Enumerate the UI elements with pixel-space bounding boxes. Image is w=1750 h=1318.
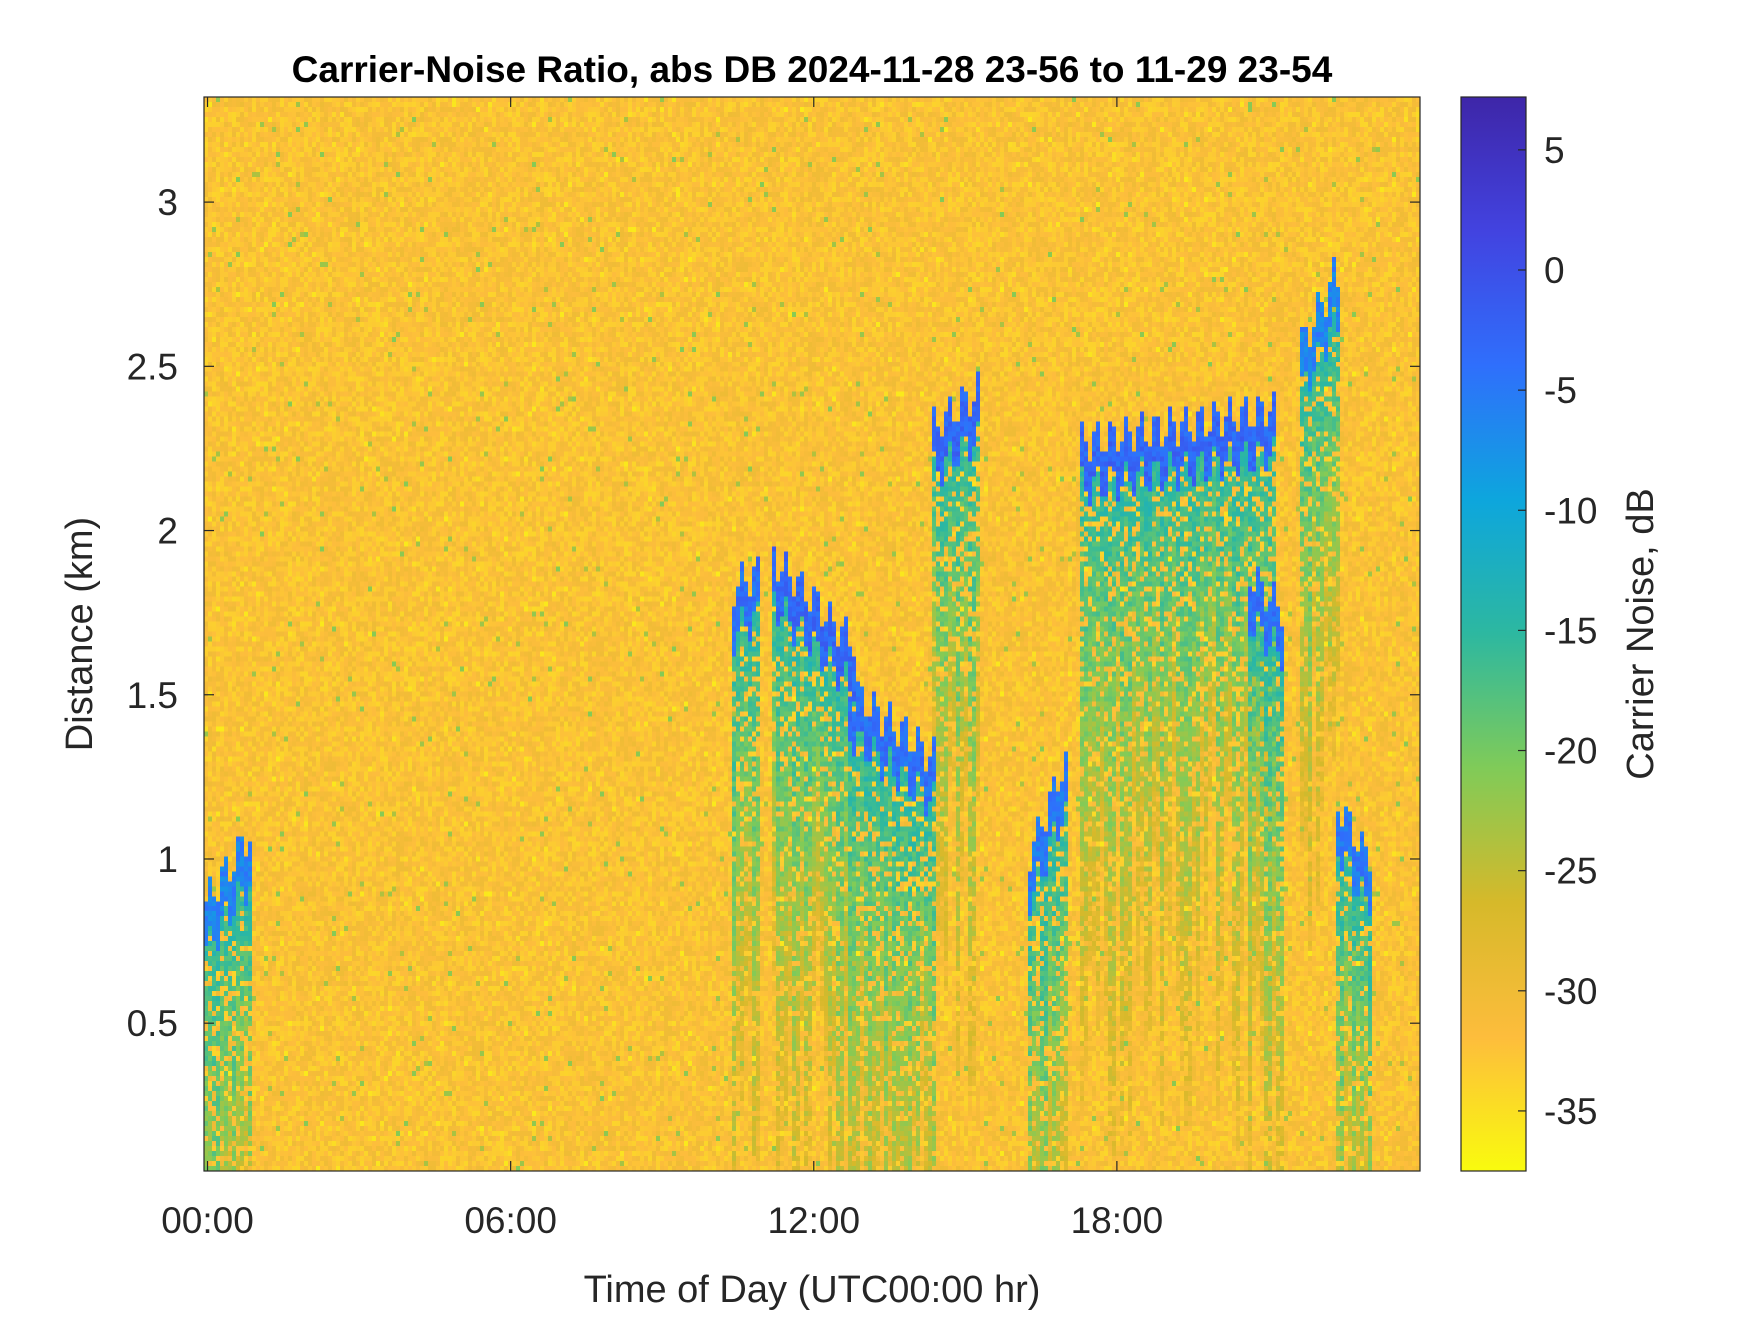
colorbar-gradient: [1460, 96, 1527, 1172]
colorbar-tick-label: -25: [1544, 851, 1597, 892]
colorbar-tick-label: 0: [1544, 250, 1565, 291]
colorbar-tick-label: -35: [1544, 1091, 1597, 1132]
colorbar-tick-label: -15: [1544, 610, 1597, 651]
colorbar-ticks: 5 0 -5 -10 -15 -20 -25 -30 -35: [1518, 130, 1597, 1132]
colorbar-tick-label: 5: [1544, 130, 1565, 171]
colorbar-tick-label: -20: [1544, 731, 1597, 772]
plot-frame: [203, 96, 1421, 1172]
colorbar: 5 0 -5 -10 -15 -20 -25 -30 -35 Carrier Noise, dB: [1460, 96, 1662, 1172]
y-tick-label: 2.5: [127, 346, 178, 387]
y-axis-ticks: 0.5 1 1.5 2 2.5 3: [127, 182, 1420, 1044]
x-tick-label: 18:00: [1071, 1200, 1164, 1241]
heatmap-cells: [204, 97, 1420, 1171]
x-axis-ticks: 00:00 06:00 12:00 18:00: [161, 97, 1163, 1241]
x-tick-label: 00:00: [161, 1200, 254, 1241]
colorbar-tick-label: -10: [1544, 490, 1597, 531]
chart-title: Carrier-Noise Ratio, abs DB 2024-11-28 2…: [292, 49, 1333, 90]
colorbar-tick-label: -30: [1544, 971, 1597, 1012]
plot-area: [203, 96, 1421, 1172]
y-axis-label: Distance (km): [59, 517, 101, 751]
colorbar-label: Carrier Noise, dB: [1620, 488, 1662, 779]
y-tick-label: 2: [157, 511, 178, 552]
y-tick-label: 0.5: [127, 1003, 178, 1044]
y-tick-label: 1: [157, 839, 178, 880]
x-tick-label: 12:00: [767, 1200, 860, 1241]
y-tick-label: 1.5: [127, 675, 178, 716]
y-tick-label: 3: [157, 182, 178, 223]
x-tick-label: 06:00: [464, 1200, 557, 1241]
x-axis-label: Time of Day (UTC00:00 hr): [584, 1269, 1041, 1311]
colorbar-tick-label: -5: [1544, 370, 1577, 411]
